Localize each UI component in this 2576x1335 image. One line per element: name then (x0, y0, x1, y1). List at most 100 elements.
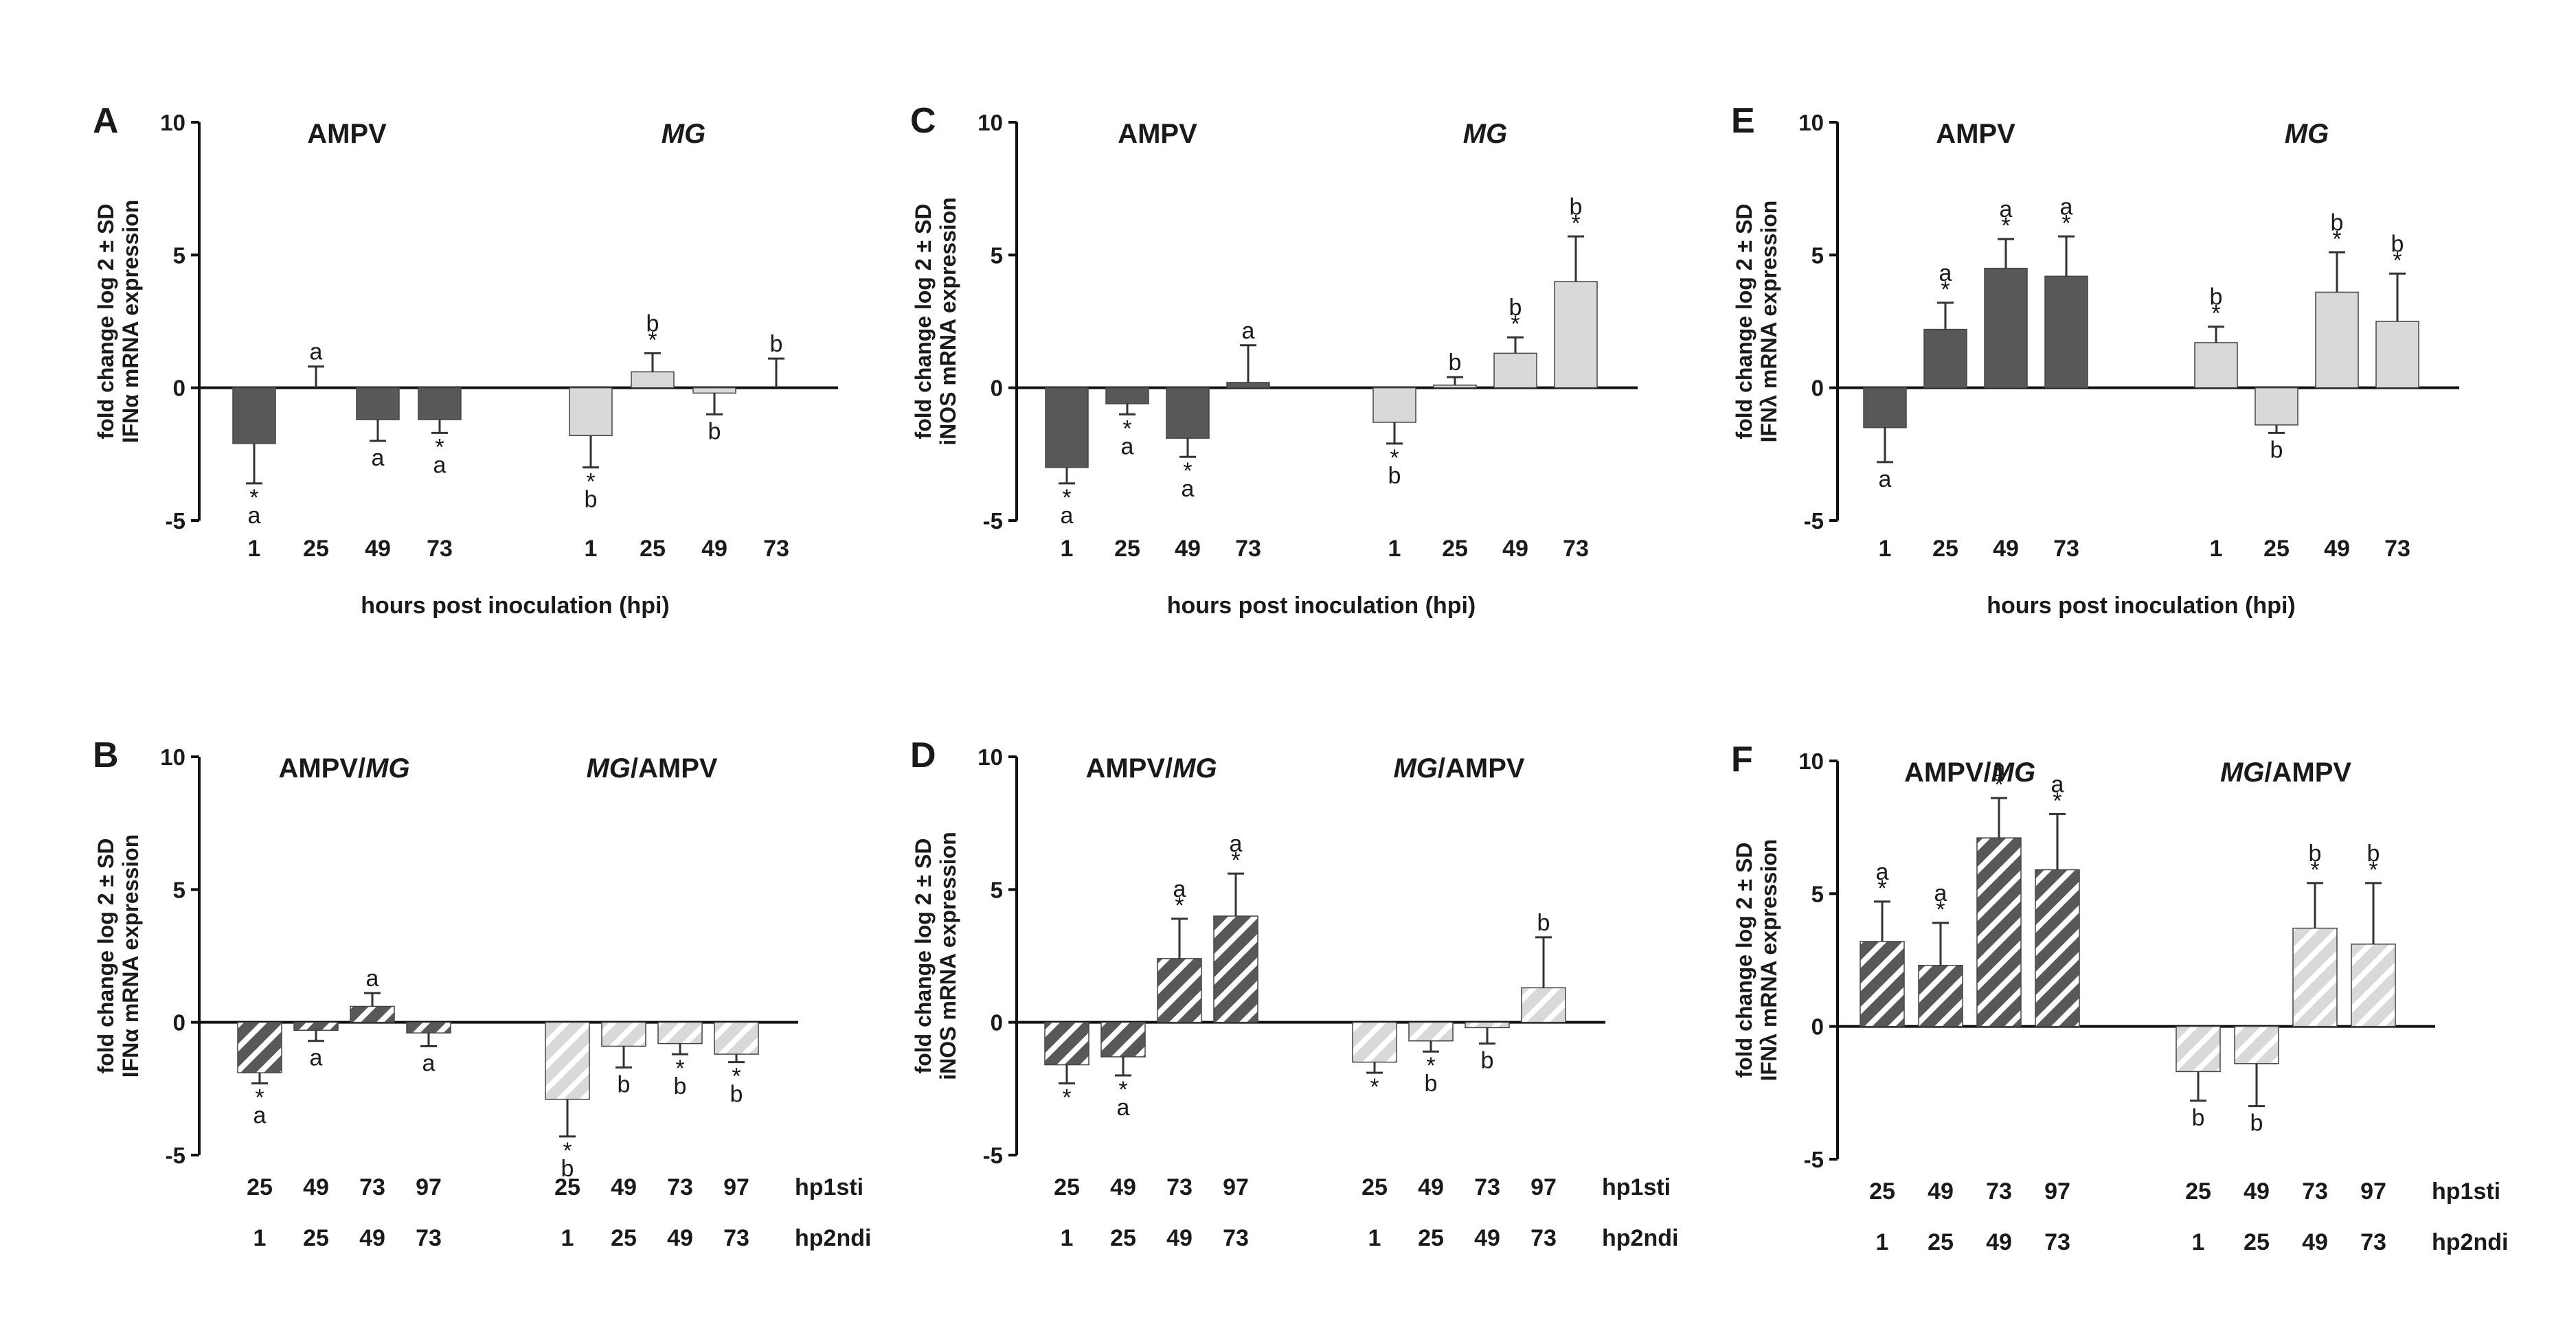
x-tick-label: 1 (1061, 536, 1074, 562)
group-letter: a (310, 339, 323, 365)
panel-letter: B (93, 735, 119, 775)
group-letter: a (1173, 876, 1186, 902)
group-letter: b (1570, 194, 1583, 220)
x-tick-label: 73 (763, 536, 789, 562)
bar (356, 387, 400, 420)
bar (1226, 382, 1270, 389)
x-tick-label-hp1sti: 97 (1223, 1174, 1249, 1200)
bar (1923, 328, 1967, 389)
bar (2234, 1025, 2279, 1064)
group-title-AMPV: AMPV (307, 119, 387, 149)
y-tick-label: 5 (991, 242, 1003, 268)
x-tick-label: 49 (1993, 536, 2019, 562)
bar (545, 1021, 590, 1100)
group-title-MG: MG (2285, 119, 2329, 149)
x-tick-label: 1 (585, 536, 598, 562)
panel-letter: E (1731, 101, 1755, 141)
bar (692, 387, 736, 394)
x-tick-label-hp2ndi: 73 (2360, 1229, 2386, 1255)
x-tick-label-hp2ndi: 25 (1418, 1225, 1444, 1251)
significance-star: * (1183, 458, 1192, 484)
bar (1352, 1021, 1397, 1063)
x-tick-label: 25 (1442, 536, 1468, 562)
x-tick-label-hp1sti: 49 (611, 1174, 637, 1200)
x-tick-label-hp2ndi: 73 (1223, 1225, 1249, 1251)
bar (2351, 944, 2396, 1027)
group-letter: b (708, 418, 721, 444)
group-letter: a (310, 1045, 323, 1071)
bar (406, 1021, 451, 1034)
group-letter: a (1121, 433, 1134, 459)
y-tick-label: -5 (983, 508, 1003, 534)
significance-star: * (1936, 897, 1945, 923)
x-tick-label-hp2ndi: 25 (1928, 1229, 1954, 1255)
group-title-MG: MG (1463, 119, 1507, 149)
x-tick-label-hp1sti: 73 (359, 1174, 385, 1200)
row-label-hp2ndi: hp2ndi (795, 1225, 871, 1251)
bar (1465, 1021, 1510, 1029)
significance-star: * (2001, 213, 2010, 239)
x-tick-label-hp2ndi: 49 (667, 1225, 693, 1251)
x-tick-label: 73 (1235, 536, 1261, 562)
y-tick-label: -5 (983, 1143, 1003, 1168)
panel-letter: A (93, 101, 119, 141)
y-tick-label: 5 (173, 242, 185, 268)
significance-star: * (2393, 247, 2402, 273)
x-tick-label-hp2ndi: 25 (2244, 1229, 2270, 1255)
x-tick-label-hp1sti: 49 (2244, 1178, 2270, 1205)
significance-star: * (1994, 772, 2003, 798)
group-letter: b (1481, 1048, 1494, 1074)
x-tick-label: 73 (1563, 536, 1589, 562)
group-letter: b (2192, 1105, 2205, 1131)
y-axis-label: fold change log 2 ± SDiNOS mRNA expressi… (911, 197, 960, 446)
y-tick-label: 0 (173, 1010, 185, 1036)
y-tick-label: 5 (1811, 881, 1824, 906)
group-letter: b (2367, 841, 2380, 867)
x-tick-label-hp1sti: 73 (1986, 1178, 2012, 1205)
group-letter: a (1117, 1095, 1130, 1121)
group-title-AMPV-MG: AMPV/MG (1085, 753, 1217, 784)
x-tick-label-hp2ndi: 73 (1530, 1225, 1557, 1251)
bar (1105, 387, 1149, 404)
y-tick-label: -5 (166, 508, 185, 534)
x-tick-label-hp2ndi: 1 (1368, 1225, 1381, 1251)
y-axis-label: fold change log 2 ± SDIFNλ mRNA expressi… (1732, 201, 1781, 443)
x-tick-label: 49 (701, 536, 727, 562)
group-letter: a (1876, 859, 1889, 885)
row-label-hp1sti: hp1sti (795, 1174, 863, 1200)
group-letter: b (1425, 1071, 1438, 1097)
panel-letter: D (910, 735, 936, 775)
group-letter: a (2051, 771, 2064, 797)
x-axis-label: hours post inoculation (hpi) (361, 593, 670, 619)
y-tick-label: 10 (978, 110, 1003, 135)
significance-star: * (1941, 277, 1950, 303)
bar (601, 1021, 646, 1047)
group-title-MG-AMPV: MG/AMPV (1393, 753, 1524, 784)
bar (569, 387, 613, 437)
group-title-MG-AMPV: MG/AMPV (586, 753, 717, 784)
significance-star: * (1370, 1074, 1379, 1100)
group-letter: a (1993, 755, 2006, 781)
bar (1918, 964, 1963, 1027)
x-tick-label-hp2ndi: 49 (1166, 1225, 1193, 1251)
y-tick-label: -5 (1804, 1147, 1824, 1172)
significance-star: * (1175, 893, 1184, 919)
group-letter: a (1061, 503, 1074, 529)
row-label-hp1sti: hp1sti (2432, 1178, 2500, 1205)
group-letter: b (1449, 350, 1462, 376)
y-axis-label: fold change log 2 ± SDIFNλ mRNA expressi… (1732, 839, 1781, 1082)
bar (2194, 342, 2238, 389)
bar (2315, 291, 2359, 389)
bar (1860, 941, 1905, 1027)
group-title-AMPV-MG: AMPV/MG (278, 753, 409, 784)
group-letter: b (2270, 437, 2283, 463)
group-letter: a (1879, 466, 1892, 492)
significance-star: * (1877, 876, 1886, 902)
bar (1100, 1021, 1146, 1058)
group-letter: a (248, 503, 261, 529)
bar (1213, 915, 1258, 1023)
y-tick-label: 5 (173, 877, 185, 902)
bar (1408, 1021, 1454, 1042)
y-tick-label: 10 (160, 744, 185, 770)
